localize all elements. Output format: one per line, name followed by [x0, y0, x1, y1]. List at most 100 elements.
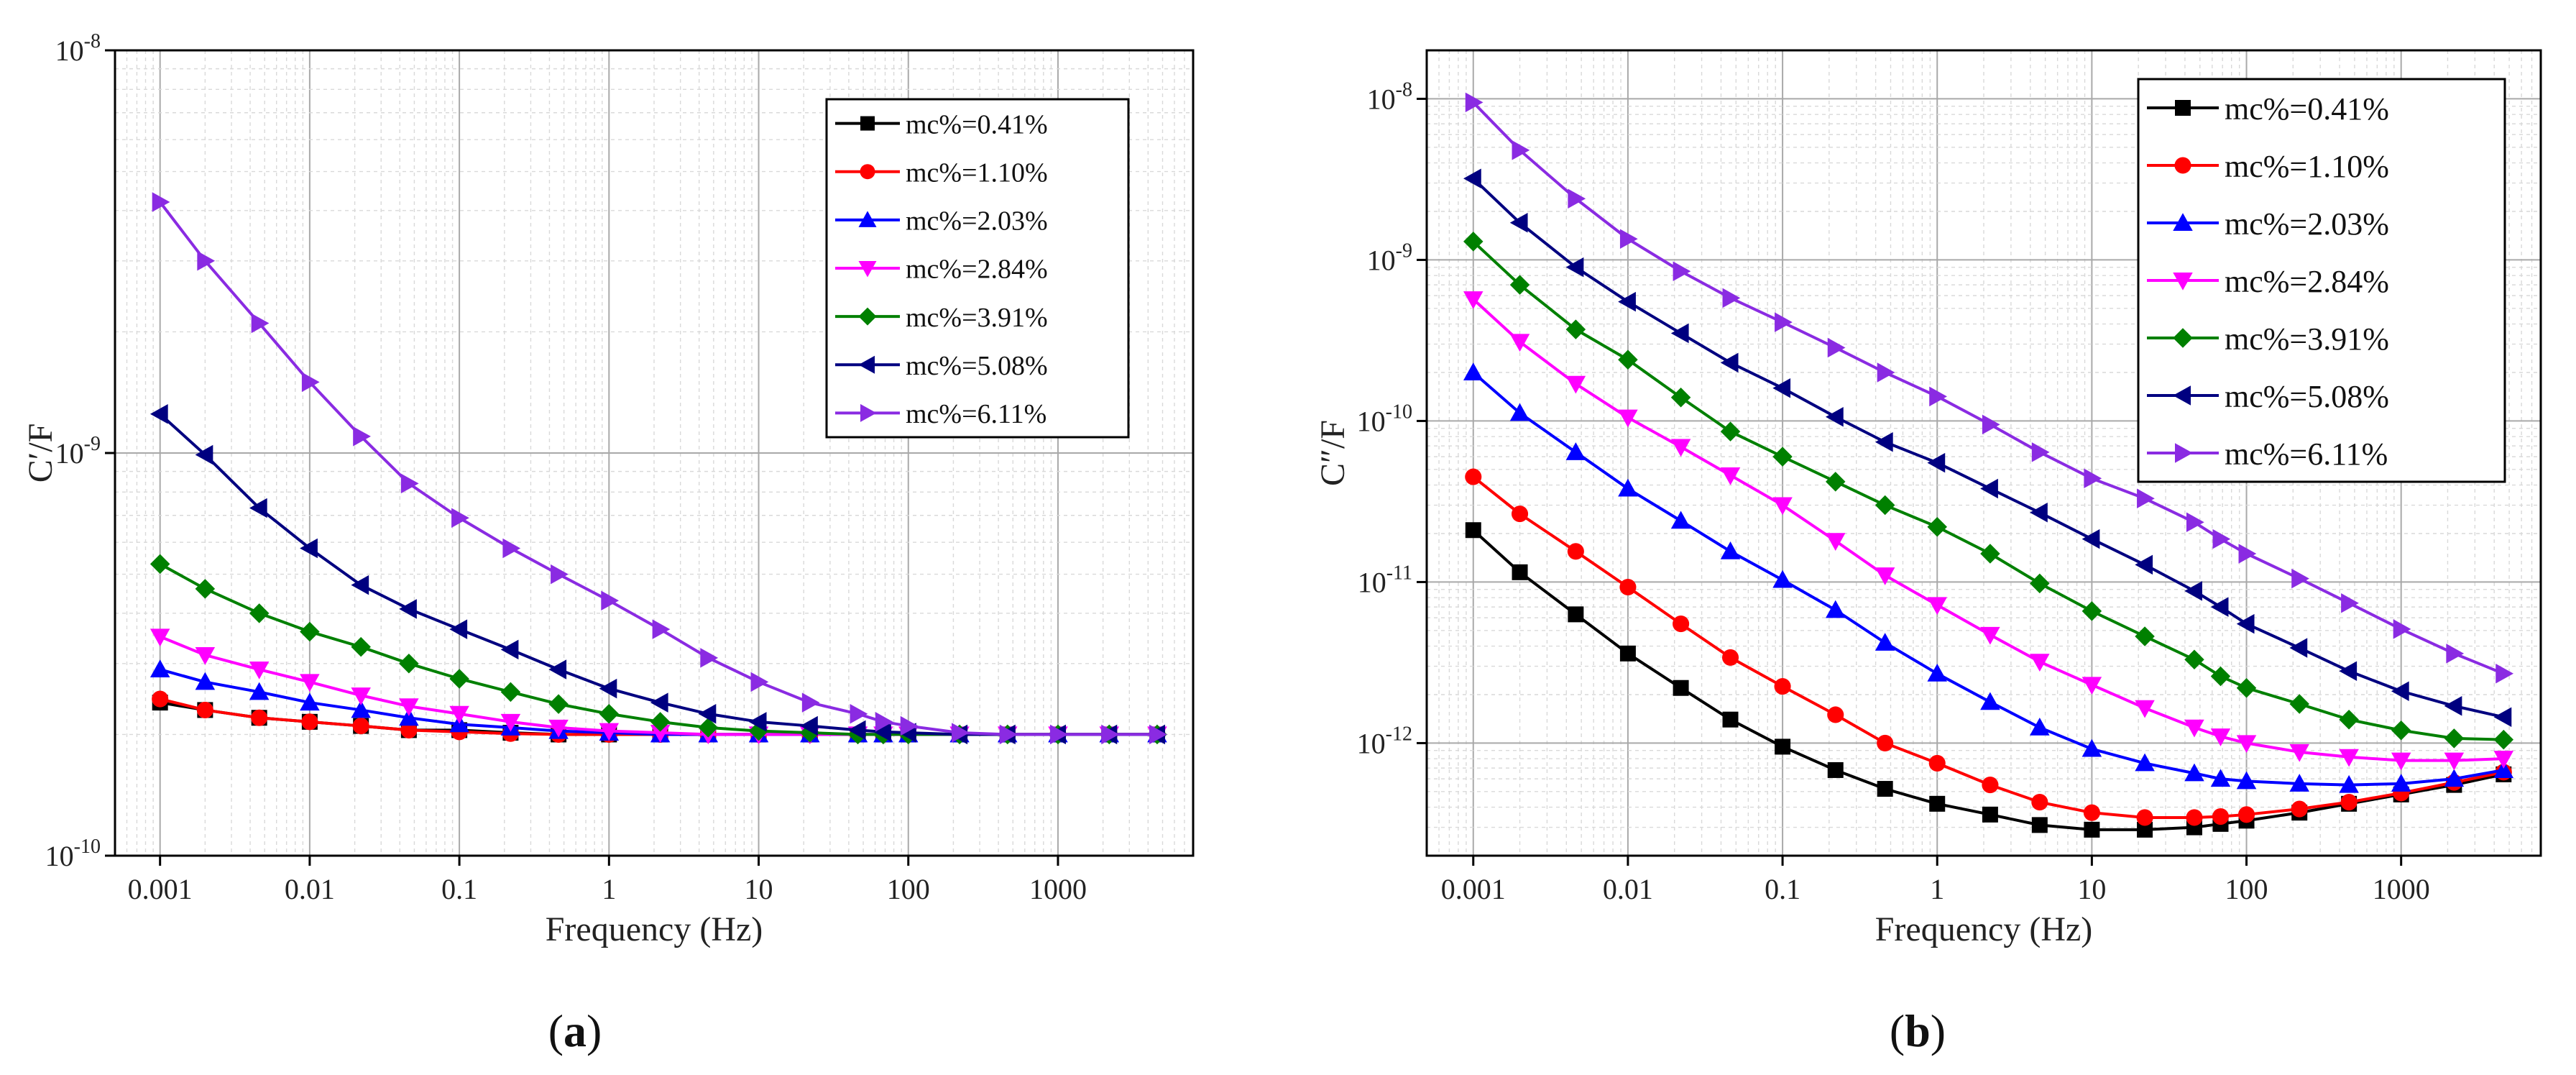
data-point [502, 538, 521, 559]
data-point [1049, 724, 1068, 745]
legend-label: mc%=1.10% [906, 157, 1048, 188]
x-axis: 0.001 0.01 0.1 1 10 100 1000 [128, 856, 1087, 905]
legend-marker [858, 307, 877, 326]
data-point [1670, 439, 1691, 457]
data-point [2291, 800, 2308, 818]
data-point [2444, 769, 2465, 787]
legend-label: mc%=0.41% [906, 109, 1048, 139]
caption-b: (b) [1890, 1005, 1946, 1056]
data-point [2210, 597, 2229, 617]
data-point [2212, 529, 2231, 549]
data-point [873, 722, 891, 742]
data-point [300, 692, 320, 711]
data-point [2212, 808, 2230, 825]
data-point [195, 579, 216, 599]
data-point [2236, 735, 2257, 754]
legend-label: mc%=2.03% [906, 206, 1048, 237]
data-point [249, 662, 270, 680]
data-point [1149, 724, 1167, 745]
data-point [1772, 447, 1793, 467]
data-point [2340, 793, 2358, 811]
data-point [449, 619, 468, 639]
data-point [399, 698, 419, 716]
legend-marker [2175, 100, 2191, 116]
data-point [1874, 495, 1895, 516]
data-point [601, 590, 620, 611]
data-point [1827, 761, 1844, 778]
data-point [500, 713, 521, 732]
y-tick-label: 10-9 [55, 433, 101, 470]
y-tick-label: 10-10 [1357, 401, 1412, 437]
x-tick-label: 0.01 [285, 873, 335, 905]
data-point [449, 705, 469, 724]
data-point [1565, 442, 1586, 460]
data-point [2444, 696, 2462, 716]
data-point [2184, 649, 2204, 670]
legend-label: mc%=6.11% [2225, 436, 2388, 472]
data-point [2031, 817, 2048, 833]
data-point [1721, 649, 1739, 666]
data-point [1982, 806, 1998, 823]
data-point [399, 654, 419, 674]
data-point [2083, 804, 2100, 821]
data-point [1670, 387, 1691, 408]
series-line-1 [1472, 529, 2504, 831]
series-line-5 [1472, 240, 2504, 741]
data-point [1980, 626, 2000, 645]
series-group [1463, 92, 2514, 838]
data-point [1982, 777, 1999, 794]
data-point [652, 619, 671, 639]
data-point [2236, 771, 2257, 790]
data-point [1980, 544, 2000, 564]
series-line-6 [1472, 177, 2504, 719]
data-point [2339, 774, 2359, 793]
data-point [847, 720, 866, 741]
data-point [1720, 467, 1741, 485]
caption-a: (a) [548, 1005, 602, 1056]
y-axis: 10-12 10-11 10-10 10-9 10-8 [1357, 78, 1427, 759]
data-point [2030, 573, 2050, 594]
x-tick-label: 1 [1930, 873, 1944, 905]
data-point [1826, 533, 1846, 551]
data-point [1775, 738, 1791, 755]
data-point [400, 473, 419, 494]
data-point [1772, 497, 1793, 516]
data-point [1509, 403, 1530, 421]
data-point [399, 708, 419, 726]
data-point [1567, 543, 1584, 560]
legend-marker [860, 116, 875, 131]
series-line-2 [1472, 475, 2504, 819]
y-tick-label: 10-10 [45, 836, 101, 872]
legend-marker [2173, 328, 2193, 348]
data-point [1619, 578, 1637, 596]
data-point [2339, 749, 2359, 767]
data-point [1463, 291, 1484, 309]
data-point [750, 672, 769, 692]
data-point [2186, 809, 2203, 826]
data-point [1509, 213, 1528, 233]
data-point [451, 508, 469, 528]
series-line-3 [1472, 371, 2504, 787]
data-point [351, 700, 371, 718]
data-point [1877, 781, 1893, 797]
data-point [152, 690, 169, 708]
y-tick-label: 10-8 [1367, 78, 1412, 115]
data-point [1874, 633, 1895, 651]
data-point [2391, 774, 2411, 792]
data-point [2237, 806, 2255, 823]
data-point [700, 648, 719, 668]
x-tick-label: 0.01 [1603, 873, 1653, 905]
data-point [698, 704, 717, 724]
data-point [2082, 601, 2102, 621]
data-point [1720, 352, 1739, 373]
data-point [1565, 375, 1586, 394]
data-point [1772, 378, 1791, 398]
x-tick-label: 0.001 [1441, 873, 1506, 905]
data-point [2082, 529, 2100, 549]
data-point [2291, 568, 2309, 589]
data-point [1509, 275, 1530, 295]
data-point [2236, 677, 2257, 698]
data-point [2031, 442, 2050, 462]
data-point [2289, 744, 2309, 762]
data-point [352, 718, 369, 735]
